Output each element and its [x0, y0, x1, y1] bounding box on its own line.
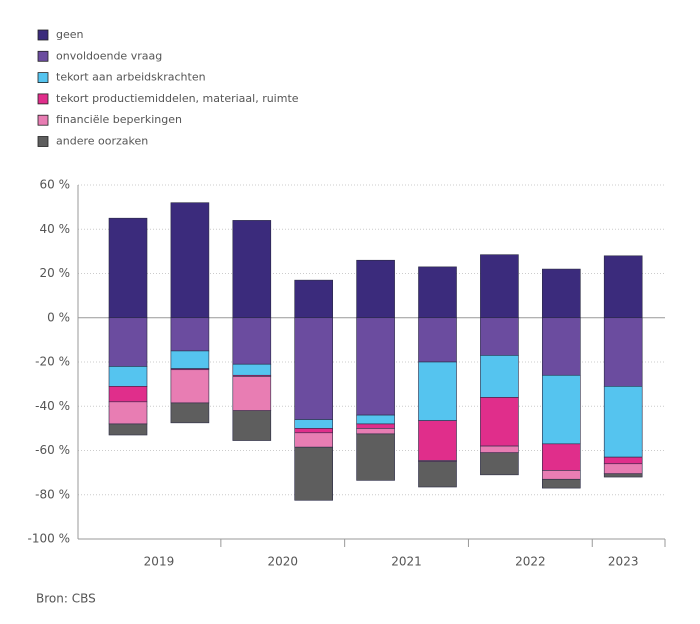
bar-segment	[170, 317, 210, 352]
bar-segment	[418, 420, 457, 461]
bar-segment	[603, 463, 643, 475]
bar-segment	[356, 317, 395, 416]
bar-segment	[232, 220, 272, 319]
y-tick-label: 20 %	[40, 266, 71, 280]
source: Bron: CBS	[36, 592, 96, 606]
legend-swatch	[37, 29, 49, 41]
legend-label: financiële beperkingen	[56, 113, 182, 126]
bar-segment	[108, 366, 148, 387]
bar-segment	[294, 446, 334, 501]
bar-segment	[356, 428, 395, 435]
bar-segment	[356, 433, 395, 481]
y-tick-label: 60 %	[40, 178, 71, 192]
x-tick-label: 2019	[144, 555, 175, 569]
bar-segment	[108, 386, 148, 403]
bar-segment	[356, 414, 395, 425]
y-tick-label: -40 %	[35, 399, 70, 413]
legend-swatch	[37, 72, 49, 83]
bar-segment	[418, 461, 457, 488]
legend-label: onvoldoende vraag	[56, 49, 162, 62]
legend-label: geen	[56, 28, 84, 41]
bar-segment	[170, 369, 210, 404]
bar-segment	[356, 423, 395, 429]
bar-segment	[480, 355, 519, 398]
bar-segment	[108, 423, 148, 436]
bar-segment	[603, 386, 643, 458]
legend: geen onvoldoende vraag tekort aan arbeidsk…	[37, 28, 299, 148]
bar-segment	[170, 402, 210, 424]
bar-segment	[232, 363, 272, 376]
bar-segment	[603, 317, 643, 387]
bar-segment	[232, 410, 272, 441]
y-tick-label: 0 %	[47, 310, 70, 324]
x-tick-label: 2023	[608, 555, 639, 569]
y-tick-label: 40 %	[40, 222, 71, 236]
bar-segment	[603, 456, 643, 465]
bar-segment	[232, 317, 272, 365]
bar-segment	[418, 361, 457, 421]
bar-segment	[480, 254, 519, 319]
bar-segment	[294, 279, 334, 319]
bar-segment	[603, 255, 643, 319]
y-tick-label: -80 %	[35, 487, 70, 501]
bar-segment	[294, 428, 334, 434]
bar-segment	[541, 374, 581, 445]
bar-segment	[294, 432, 334, 448]
x-tick-label: 2021	[391, 555, 422, 569]
bar-segment	[108, 317, 148, 367]
bar-segment	[232, 376, 272, 411]
bar-segment	[170, 350, 210, 369]
bar-segment	[541, 470, 581, 480]
legend-swatch	[37, 114, 49, 126]
y-tick-label: -20 %	[35, 355, 70, 369]
legend-swatch	[37, 136, 49, 147]
bar-segment	[541, 443, 581, 471]
bar-segment	[170, 202, 210, 319]
legend-label: andere oorzaken	[56, 135, 148, 148]
bar-segment	[418, 266, 457, 319]
x-tick-label: 2020	[267, 555, 298, 569]
bar-segment	[541, 478, 581, 489]
legend-swatch	[37, 50, 49, 62]
bar-segment	[480, 397, 519, 447]
legend-swatch	[37, 93, 49, 105]
y-tick-label: -60 %	[35, 443, 70, 457]
bar-segment	[603, 473, 643, 478]
bar-segment	[541, 317, 581, 376]
legend-label: tekort aan arbeidskrachten	[56, 71, 206, 84]
bar-segment	[356, 259, 395, 319]
bar-segment	[418, 317, 457, 363]
bar-segment	[294, 317, 334, 420]
bar-segment	[294, 419, 334, 429]
bar-segment	[480, 445, 519, 454]
y-tick-label: -100 %	[28, 532, 70, 546]
legend-label: tekort productiemiddelen, materiaal, rui…	[56, 92, 299, 105]
bar-segment	[480, 317, 519, 356]
bar-segment	[480, 452, 519, 476]
x-tick-label: 2022	[515, 555, 546, 569]
bar-segment	[541, 268, 581, 319]
bar-segment	[108, 217, 148, 319]
bar-segment	[108, 401, 148, 425]
